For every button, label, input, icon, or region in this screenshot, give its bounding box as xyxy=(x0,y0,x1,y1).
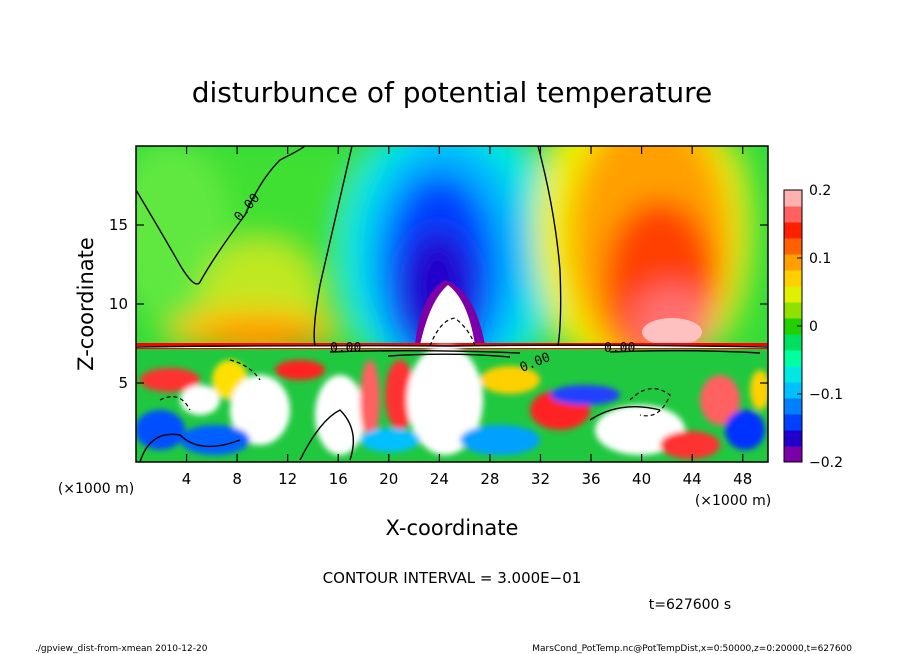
colorbar-cell xyxy=(784,414,802,431)
colorbar-cell xyxy=(784,286,802,303)
colorbar-cell xyxy=(784,318,802,335)
x-unit-left: (×1000 m) xyxy=(58,481,134,497)
x-tick-label: 24 xyxy=(430,470,449,488)
contour-interval-text: CONTOUR INTERVAL = 3.000E−01 xyxy=(323,569,582,587)
colorbar-cell xyxy=(784,206,802,223)
footer-right: MarsCond_PotTemp.nc@PotTempDist,x=0:5000… xyxy=(532,644,852,654)
colorbar-cell xyxy=(784,302,802,319)
x-tick-label: 12 xyxy=(278,470,297,488)
dashed-contours xyxy=(159,317,671,417)
footer-left: ./gpview_dist-from-xmean 2010-12-20 xyxy=(35,644,208,654)
x-tick-label: 44 xyxy=(683,470,702,488)
colorbar-cell xyxy=(784,398,802,415)
colorbar-cell xyxy=(784,334,802,351)
colorbar: 0.2 0.1 0 −0.1 −0.2 xyxy=(783,183,843,471)
colorbar-ticks: 0.2 0.1 0 −0.1 −0.2 xyxy=(797,183,843,471)
plot-area: 0.00 0.00 0.00 0.00 4 8 12 16 20 24 28 32 36 40 44… xyxy=(109,145,769,488)
y-axis-label: Z-coordinate xyxy=(74,237,98,371)
contour-label: 0.00 xyxy=(604,341,635,356)
colorbar-tick-label: −0.2 xyxy=(809,455,843,471)
x-tick-label: 8 xyxy=(232,470,242,488)
x-tick-label: 40 xyxy=(632,470,651,488)
contour-label: 0.00 xyxy=(330,341,361,356)
x-unit-right: (×1000 m) xyxy=(695,493,771,509)
contour-lines xyxy=(136,146,768,462)
lower-field xyxy=(136,345,768,462)
colorbar-cell xyxy=(784,382,802,399)
colorbar-tick-label: 0.2 xyxy=(809,183,831,199)
y-axis: 5 10 15 xyxy=(109,216,768,392)
colorbar-cell xyxy=(784,350,802,367)
y-tick-label: 10 xyxy=(109,295,128,313)
colorbar-cell xyxy=(784,430,802,447)
x-tick-label: 48 xyxy=(733,470,752,488)
colorbar-cell xyxy=(784,446,802,463)
y-tick-label: 5 xyxy=(118,374,128,392)
colorbar-cell xyxy=(784,238,802,255)
x-axis-label: X-coordinate xyxy=(386,516,519,540)
x-tick-label: 28 xyxy=(480,470,499,488)
x-tick-label: 32 xyxy=(531,470,550,488)
y-tick-label: 15 xyxy=(109,216,128,234)
x-tick-label: 36 xyxy=(581,470,600,488)
colorbar-cell xyxy=(784,254,802,271)
time-text: t=627600 s xyxy=(649,597,731,613)
colorbar-cell xyxy=(784,190,802,207)
chart-title: disturbunce of potential temperature xyxy=(192,76,713,109)
x-axis: 4 8 12 16 20 24 28 32 36 40 44 48 xyxy=(182,146,752,488)
x-tick-label: 4 xyxy=(182,470,192,488)
colorbar-tick-label: 0.1 xyxy=(809,251,831,267)
colorbar-cell xyxy=(784,270,802,287)
colorbar-cell xyxy=(784,222,802,239)
colorbar-tick-label: −0.1 xyxy=(809,387,843,403)
x-tick-label: 20 xyxy=(379,470,398,488)
x-tick-label: 16 xyxy=(329,470,348,488)
colorbar-cell xyxy=(784,366,802,383)
colorbar-tick-label: 0 xyxy=(809,319,818,335)
